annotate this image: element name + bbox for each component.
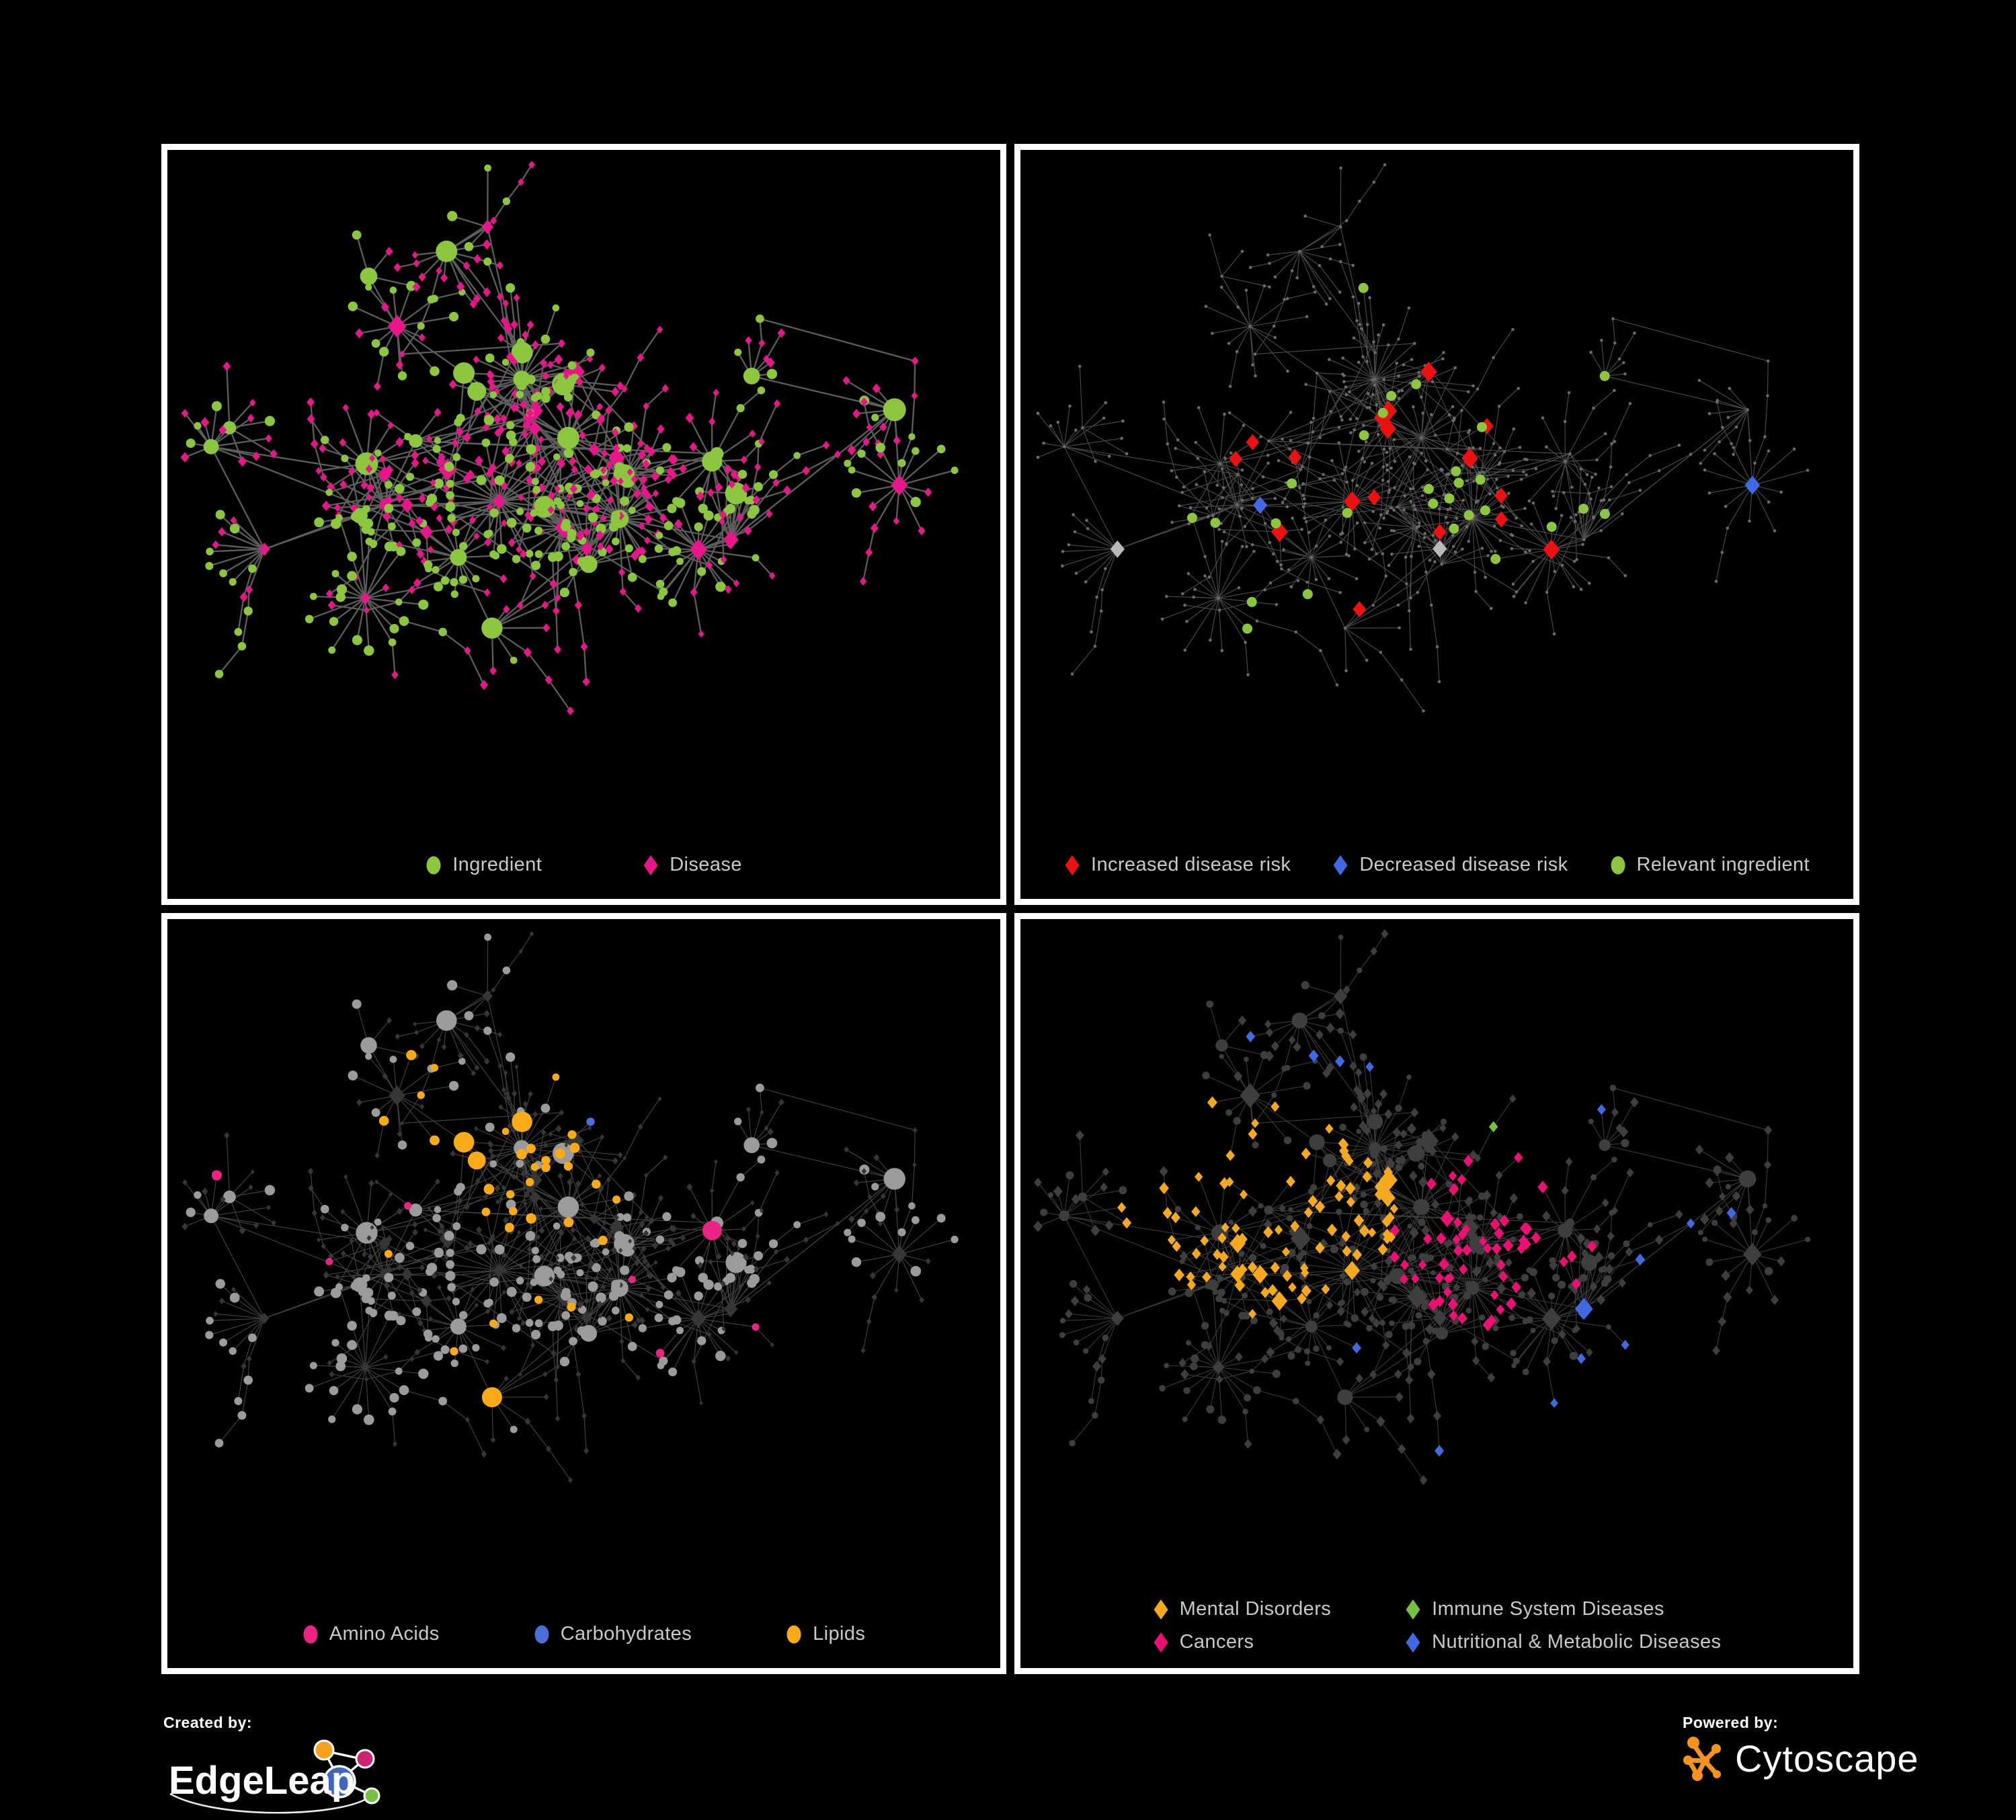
cytoscape-wordmark: Cytoscape bbox=[1735, 1737, 1919, 1780]
edgeleap-green-node bbox=[363, 1787, 380, 1805]
decreased-risk-swatch-icon bbox=[1332, 855, 1348, 876]
legend-disease-risk: Increased disease risk Decreased disease… bbox=[1020, 854, 1853, 876]
network-macronutrients bbox=[182, 931, 959, 1483]
panel-disease-risk: Increased disease risk Decreased disease… bbox=[1014, 144, 1859, 905]
legend-label-amino-acids: Amino Acids bbox=[329, 1623, 440, 1645]
mental-disorders-swatch-icon bbox=[1153, 1599, 1169, 1620]
legend-label-ingredient: Ingredient bbox=[452, 854, 542, 875]
powered-by-block: Powered by: Cytoscape bbox=[1683, 1714, 1919, 1782]
powered-by-label: Powered by: bbox=[1683, 1714, 1779, 1731]
carbohydrates-swatch-icon bbox=[534, 1624, 550, 1645]
legend-item-ingredient: Ingredient bbox=[426, 854, 542, 876]
legend-item-lipids: Lipids bbox=[786, 1623, 865, 1645]
disease-swatch-icon bbox=[643, 855, 659, 876]
lipids-swatch-icon bbox=[786, 1624, 802, 1645]
edgeleap-blue-node bbox=[323, 1765, 356, 1798]
panel-macronutrients: Amino Acids Carbohydrates Lipids bbox=[161, 913, 1006, 1674]
legend-label-immune-system: Immune System Diseases bbox=[1432, 1598, 1664, 1620]
edgeleap-magenta-node bbox=[355, 1749, 375, 1769]
relevant-ingredient-swatch-icon bbox=[1610, 855, 1626, 876]
legend-label-carbohydrates: Carbohydrates bbox=[560, 1623, 692, 1645]
legend-item-increased-risk: Increased disease risk bbox=[1064, 854, 1291, 876]
legend-item-disease: Disease bbox=[643, 854, 742, 876]
legend-label-decreased-risk: Decreased disease risk bbox=[1359, 854, 1568, 875]
created-by-block: Created by: EdgeLeap bbox=[163, 1714, 395, 1817]
legend-item-cancers: Cancers bbox=[1153, 1631, 1332, 1653]
edgeleap-wordmark: EdgeLeap bbox=[169, 1759, 355, 1803]
edgeleap-swoosh bbox=[169, 1792, 371, 1814]
legend-label-mental-disorders: Mental Disorders bbox=[1179, 1598, 1332, 1620]
amino-acids-swatch-icon bbox=[303, 1624, 319, 1645]
nutritional-metabolic-swatch-icon bbox=[1405, 1632, 1421, 1653]
network-disease-risk bbox=[1036, 163, 1810, 713]
legend-item-nutritional-metabolic: Nutritional & Metabolic Diseases bbox=[1405, 1631, 1721, 1653]
legend-macronutrients: Amino Acids Carbohydrates Lipids bbox=[167, 1623, 1000, 1645]
network-disease-categories bbox=[1033, 929, 1811, 1485]
edgeleap-logo: EdgeLeap bbox=[169, 1739, 380, 1814]
legend-item-amino-acids: Amino Acids bbox=[303, 1623, 440, 1645]
figure-grid: Ingredient Disease Increased disease ris… bbox=[161, 144, 1859, 1674]
legend-label-relevant-ingredient: Relevant ingredient bbox=[1636, 854, 1810, 875]
legend-label-lipids: Lipids bbox=[813, 1623, 866, 1645]
legend-disease-categories: Mental Disorders Immune System Diseases … bbox=[1020, 1598, 1853, 1653]
legend-label-cancers: Cancers bbox=[1179, 1631, 1254, 1653]
cytoscape-logo-icon bbox=[1683, 1737, 1721, 1781]
legend-item-relevant-ingredient: Relevant ingredient bbox=[1610, 854, 1810, 876]
legend-item-mental-disorders: Mental Disorders bbox=[1153, 1598, 1332, 1620]
increased-risk-swatch-icon bbox=[1064, 855, 1080, 876]
legend-label-nutritional-metabolic: Nutritional & Metabolic Diseases bbox=[1432, 1631, 1722, 1653]
panel-ingredient-disease: Ingredient Disease bbox=[161, 144, 1006, 905]
legend-label-disease: Disease bbox=[670, 854, 742, 875]
edgeleap-orange-node bbox=[313, 1739, 335, 1761]
ingredient-swatch-icon bbox=[426, 855, 442, 876]
legend-item-carbohydrates: Carbohydrates bbox=[534, 1623, 692, 1645]
network-ingredient-disease bbox=[180, 161, 959, 715]
created-by-label: Created by: bbox=[163, 1714, 253, 1731]
legend-item-decreased-risk: Decreased disease risk bbox=[1332, 854, 1568, 876]
panel-disease-categories: Mental Disorders Immune System Diseases … bbox=[1014, 913, 1859, 1674]
legend-label-increased-risk: Increased disease risk bbox=[1090, 854, 1291, 875]
legend-item-immune-system: Immune System Diseases bbox=[1405, 1598, 1721, 1620]
immune-system-swatch-icon bbox=[1405, 1599, 1421, 1620]
cancers-swatch-icon bbox=[1153, 1632, 1169, 1653]
legend-ingredient-disease: Ingredient Disease bbox=[167, 854, 1000, 876]
